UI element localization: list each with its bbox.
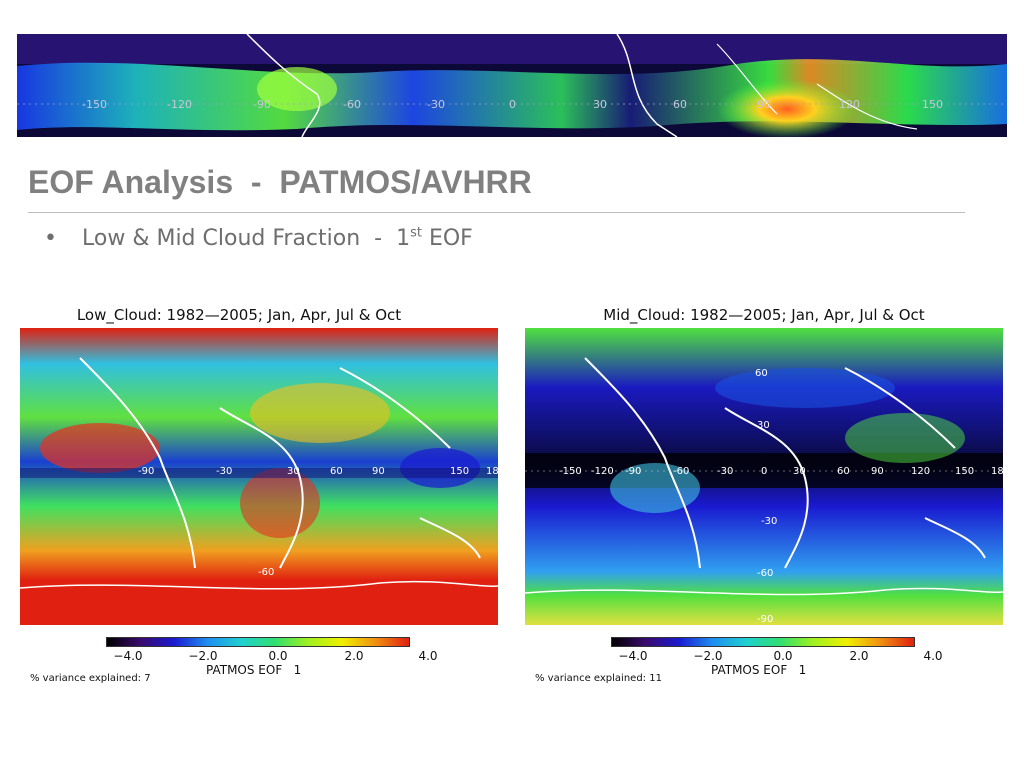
low-map-grid-label: 18 — [486, 466, 498, 477]
banner-longitude-label: 30 — [593, 98, 607, 111]
title-divider — [28, 212, 965, 213]
colorbar-tick-label: 4.0 — [923, 649, 943, 663]
low-cloud-title: Low_Cloud: 1982—2005; Jan, Apr, Jul & Oc… — [76, 306, 402, 324]
mid-map-grid-label: -120 — [591, 466, 614, 477]
mid-cloud-colorbar — [611, 637, 915, 647]
mid-map-grid-label: -90 — [757, 614, 773, 625]
banner-longitude-label: -30 — [427, 98, 445, 111]
slide-title: EOF Analysis - PATMOS/AVHRR — [28, 164, 532, 200]
mid-cloud-eof-label: PATMOS EOF 1 — [711, 663, 807, 677]
mid-map-grid-label: -30 — [761, 516, 777, 527]
low-map-grid-label: -90 — [138, 466, 154, 477]
colorbar-tick-label: 0.0 — [773, 649, 793, 663]
bullet-item: • Low & Mid Cloud Fraction - 1st EOF — [44, 226, 473, 251]
mid-map-grid-label: 120 — [911, 466, 930, 477]
mid-cloud-variance: % variance explained: 11 — [535, 673, 662, 684]
mid-map-grid-label: 30 — [757, 420, 770, 431]
low-cloud-colorbar-ticks: −4.0 −2.0 0.0 2.0 4.0 — [98, 649, 437, 663]
mid-map-grid-label: 90 — [871, 466, 884, 477]
low-map-grid-label: -60 — [258, 567, 274, 578]
bullet-text: Low & Mid Cloud Fraction - 1 — [82, 226, 411, 251]
low-map-grid-label: 60 — [330, 466, 343, 477]
mid-map-grid-label: 18 — [991, 466, 1003, 477]
mid-map-grid-label: 60 — [755, 368, 768, 379]
banner-longitude-label: -150 — [82, 98, 107, 111]
colorbar-tick-label: 0.0 — [268, 649, 288, 663]
low-cloud-map: -90 -30 30 60 90 150 18 -60 — [20, 328, 498, 625]
colorbar-tick-label: −2.0 — [693, 649, 723, 663]
colorbar-tick-label: −4.0 — [113, 649, 143, 663]
mid-map-grid-label: -60 — [673, 466, 689, 477]
mid-cloud-map: 60 30 -150 -120 -90 -60 -30 0 30 60 90 120 150 18 -30 -… — [525, 328, 1003, 625]
colorbar-tick-label: −4.0 — [618, 649, 648, 663]
header-banner-map: -150 -120 -90 -60 -30 0 30 60 90 120 150 — [17, 34, 1007, 137]
low-map-grid-label: 30 — [287, 466, 300, 477]
low-cloud-map-graphic: -90 -30 30 60 90 150 18 -60 — [20, 328, 498, 625]
banner-longitude-label: -60 — [343, 98, 361, 111]
bullet-superscript: st — [410, 225, 422, 241]
low-map-grid-label: 90 — [372, 466, 385, 477]
banner-longitude-label: 60 — [673, 98, 687, 111]
banner-longitude-label: -90 — [253, 98, 271, 111]
banner-map-graphic: -150 -120 -90 -60 -30 0 30 60 90 120 150 — [17, 34, 1007, 137]
mid-map-grid-label: -30 — [717, 466, 733, 477]
mid-map-grid-label: 0 — [761, 466, 767, 477]
banner-longitude-label: 90 — [757, 98, 771, 111]
mid-cloud-map-graphic: 60 30 -150 -120 -90 -60 -30 0 30 60 90 120 150 18 -30 -… — [525, 328, 1003, 625]
low-cloud-variance: % variance explained: 7 — [30, 673, 151, 684]
low-cloud-colorbar — [106, 637, 410, 647]
low-cloud-eof-label: PATMOS EOF 1 — [206, 663, 302, 677]
mid-map-grid-label: -60 — [757, 568, 773, 579]
banner-longitude-label: 0 — [509, 98, 516, 111]
colorbar-tick-label: −2.0 — [188, 649, 218, 663]
mid-map-grid-label: -150 — [559, 466, 582, 477]
colorbar-tick-label: 2.0 — [344, 649, 364, 663]
mid-map-grid-label: 30 — [793, 466, 806, 477]
bullet-tail: EOF — [421, 226, 473, 251]
banner-longitude-label: 120 — [839, 98, 860, 111]
mid-map-grid-label: 60 — [837, 466, 850, 477]
bullet-icon: • — [44, 226, 57, 251]
colorbar-tick-label: 4.0 — [418, 649, 438, 663]
low-map-grid-label: -30 — [216, 466, 232, 477]
mid-cloud-title: Mid_Cloud: 1982—2005; Jan, Apr, Jul & Oc… — [603, 306, 925, 324]
banner-longitude-label: 150 — [922, 98, 943, 111]
low-cloud-panel: Low_Cloud: 1982—2005; Jan, Apr, Jul & Oc… — [18, 300, 500, 692]
mid-cloud-colorbar-ticks: −4.0 −2.0 0.0 2.0 4.0 — [603, 649, 942, 663]
colorbar-tick-label: 2.0 — [849, 649, 869, 663]
low-map-grid-label: 150 — [450, 466, 469, 477]
mid-cloud-panel: Mid_Cloud: 1982—2005; Jan, Apr, Jul & Oc… — [523, 300, 1005, 692]
banner-longitude-label: -120 — [167, 98, 192, 111]
mid-map-grid-label: 150 — [955, 466, 974, 477]
mid-map-grid-label: -90 — [625, 466, 641, 477]
